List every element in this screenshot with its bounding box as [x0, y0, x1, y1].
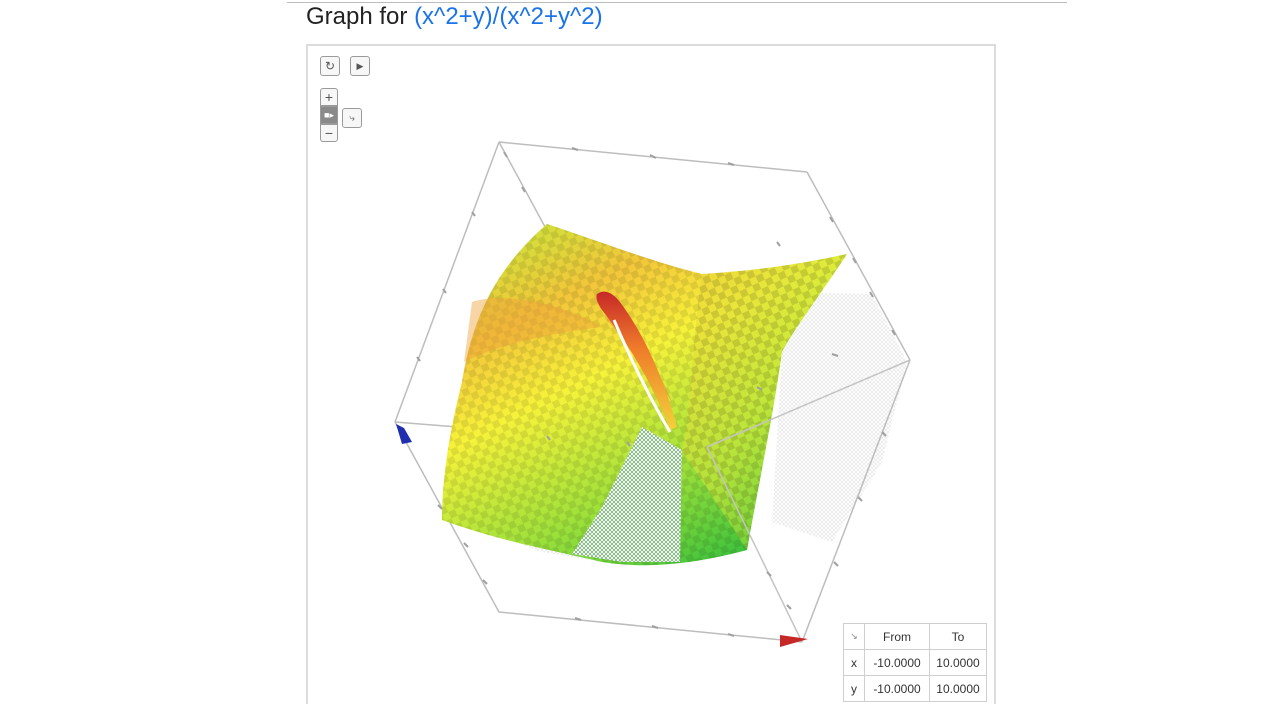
x-label: x: [843, 649, 865, 676]
camera-mode-button[interactable]: ■▸: [320, 106, 338, 124]
top-divider: [287, 2, 1067, 3]
z-axis-arrow: [396, 424, 412, 444]
range-row-y: y -10.0000 10.0000: [843, 675, 987, 702]
3d-plot-canvas[interactable]: [308, 46, 996, 704]
page-title: Graph for (x^2+y)/(x^2+y^2): [306, 3, 603, 31]
y-from-value[interactable]: -10.0000: [864, 675, 930, 702]
x-axis-arrow: [780, 635, 808, 647]
zoom-control: + ■▸ −: [320, 88, 340, 142]
axes-icon: ⤷: [349, 112, 355, 124]
camera-icon: ■▸: [324, 110, 334, 120]
x-to-value[interactable]: 10.0000: [929, 649, 987, 676]
range-table-header: ↘ From To: [843, 623, 987, 650]
from-header: From: [864, 623, 930, 650]
axes-mode-button[interactable]: ⤷: [342, 108, 362, 128]
x-from-value[interactable]: -10.0000: [864, 649, 930, 676]
y-label: y: [843, 675, 865, 702]
reset-view-button[interactable]: ↻: [320, 56, 340, 76]
range-table: ↘ From To x -10.0000 10.0000 y -10.0000 …: [843, 623, 987, 702]
singularity-spike: [596, 291, 677, 433]
range-row-x: x -10.0000 10.0000: [843, 649, 987, 676]
play-icon: ▶: [356, 60, 364, 71]
zoom-out-button[interactable]: −: [320, 124, 338, 142]
zoom-in-button[interactable]: +: [320, 88, 338, 106]
bounding-box-front: [706, 359, 911, 643]
function-link[interactable]: (x^2+y)/(x^2+y^2): [414, 3, 603, 30]
singularity-mesh: [572, 427, 682, 562]
graph-viewer[interactable]: ↻ ▶ + ■▸ − ⤷ ↘ From To x -10.0000 10.000…: [306, 44, 996, 704]
play-rotation-button[interactable]: ▶: [350, 56, 370, 76]
to-header: To: [929, 623, 987, 650]
y-to-value[interactable]: 10.0000: [929, 675, 987, 702]
function-surface: [442, 224, 847, 566]
title-prefix: Graph for: [306, 3, 408, 30]
corner-resize-icon[interactable]: ↘: [843, 623, 865, 650]
refresh-icon: ↻: [324, 59, 336, 73]
axis-ticks: [416, 147, 896, 637]
